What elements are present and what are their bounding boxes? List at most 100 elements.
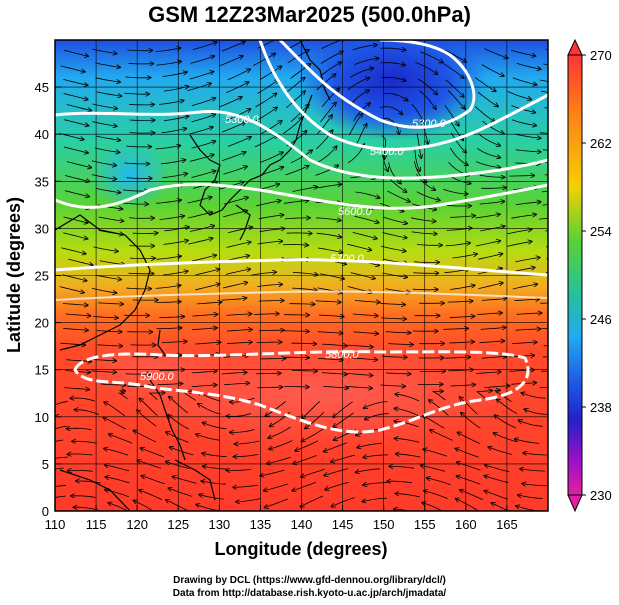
y-tick-label: 35 <box>35 174 49 189</box>
wind-arrow <box>444 104 459 126</box>
wind-arrow <box>195 342 221 344</box>
wind-arrow <box>166 500 189 511</box>
wind-arrow <box>141 476 165 485</box>
wind-arrow <box>516 62 541 69</box>
wind-arrow <box>264 498 288 508</box>
wind-arrow <box>445 357 470 358</box>
wind-arrow <box>97 345 122 346</box>
colorbar-top-arrow <box>567 38 583 56</box>
x-tick-label: 135 <box>250 517 272 532</box>
wind-arrow <box>460 397 478 415</box>
wind-arrow <box>105 477 130 484</box>
wind-arrow <box>98 216 124 221</box>
wind-arrow <box>104 402 126 417</box>
wind-arrow <box>258 301 284 302</box>
wind-arrow <box>457 462 481 471</box>
x-tick-label: 125 <box>167 517 189 532</box>
wind-arrow <box>317 247 343 253</box>
wind-arrow <box>196 434 221 441</box>
wind-arrow <box>156 328 182 329</box>
wind-arrow <box>423 449 448 457</box>
wind-arrow <box>395 394 420 402</box>
wind-arrow <box>284 331 309 332</box>
wind-arrow <box>545 48 548 50</box>
wind-arrow <box>161 128 187 134</box>
wind-arrow <box>104 448 129 456</box>
wind-arrow <box>258 215 284 220</box>
contour-label: 5900.0 <box>140 371 175 383</box>
wind-arrow <box>63 49 88 56</box>
y-tick-label: 20 <box>35 316 49 331</box>
wind-arrow <box>381 245 406 251</box>
wind-arrow <box>479 174 505 177</box>
wind-arrow <box>73 507 99 511</box>
wind-arrow <box>443 188 467 194</box>
wind-arrow <box>70 398 95 402</box>
wind-arrow <box>413 273 438 274</box>
contour-line <box>55 109 548 180</box>
wind-arrow <box>227 227 252 234</box>
wind-arrow <box>139 490 163 501</box>
wind-arrow <box>302 401 321 418</box>
wind-arrow <box>380 48 406 50</box>
wind-arrow <box>264 483 288 491</box>
contour-label: 5300.0 <box>225 114 260 126</box>
map-title: GSM 12Z23Mar2025 (500.0hPa) <box>148 2 471 27</box>
wind-arrow <box>124 163 149 164</box>
wind-arrow <box>539 79 548 82</box>
wind-arrow <box>105 490 129 498</box>
contour-line <box>278 40 476 129</box>
wind-arrow <box>64 388 89 390</box>
wind-arrow <box>423 416 445 429</box>
wind-arrow <box>269 440 293 450</box>
wind-arrow <box>60 343 85 345</box>
wind-arrow <box>219 56 243 67</box>
wind-arrow <box>507 91 532 99</box>
wind-arrow <box>257 241 283 245</box>
wind-arrow <box>389 466 415 468</box>
wind-arrow <box>192 255 216 262</box>
wind-arrow <box>509 176 534 177</box>
wind-arrow <box>253 54 275 66</box>
wind-arrow <box>195 269 219 276</box>
wind-arrow <box>460 490 483 501</box>
wind-arrow <box>292 371 317 372</box>
wind-arrow <box>458 432 480 444</box>
wind-arrow <box>450 385 475 386</box>
wind-arrow <box>477 91 498 107</box>
wind-arrow <box>94 147 120 152</box>
wind-arrow <box>285 166 309 176</box>
wind-arrow <box>236 498 261 502</box>
wind-arrow <box>355 124 367 147</box>
wind-arrow <box>255 373 281 374</box>
wind-arrow <box>419 90 436 110</box>
wind-arrow <box>444 49 466 62</box>
wind-arrow <box>159 216 185 220</box>
wind-arrow <box>416 191 440 201</box>
wind-arrow <box>506 229 532 235</box>
wind-arrow <box>103 418 126 430</box>
wind-arrow <box>484 476 509 484</box>
wind-arrow <box>450 216 475 218</box>
wind-arrow <box>191 171 216 178</box>
wind-arrow <box>260 359 286 360</box>
wind-arrow <box>447 89 465 109</box>
wind-arrow <box>95 77 121 82</box>
wind-arrow <box>126 146 151 147</box>
wind-arrow <box>316 115 332 135</box>
wind-arrow <box>192 328 217 330</box>
y-tick-label: 15 <box>35 363 49 378</box>
contour-line <box>55 258 548 277</box>
wind-arrow <box>416 133 421 159</box>
wind-arrow <box>511 214 536 219</box>
wind-arrow <box>491 503 510 511</box>
wind-arrow <box>226 242 251 248</box>
wind-arrow <box>99 260 125 265</box>
wind-arrow <box>182 392 197 401</box>
wind-arrow <box>347 345 373 347</box>
wind-arrow <box>55 484 67 487</box>
wind-arrow <box>447 301 473 302</box>
wind-arrow <box>475 106 495 121</box>
wind-arrow <box>292 482 316 490</box>
